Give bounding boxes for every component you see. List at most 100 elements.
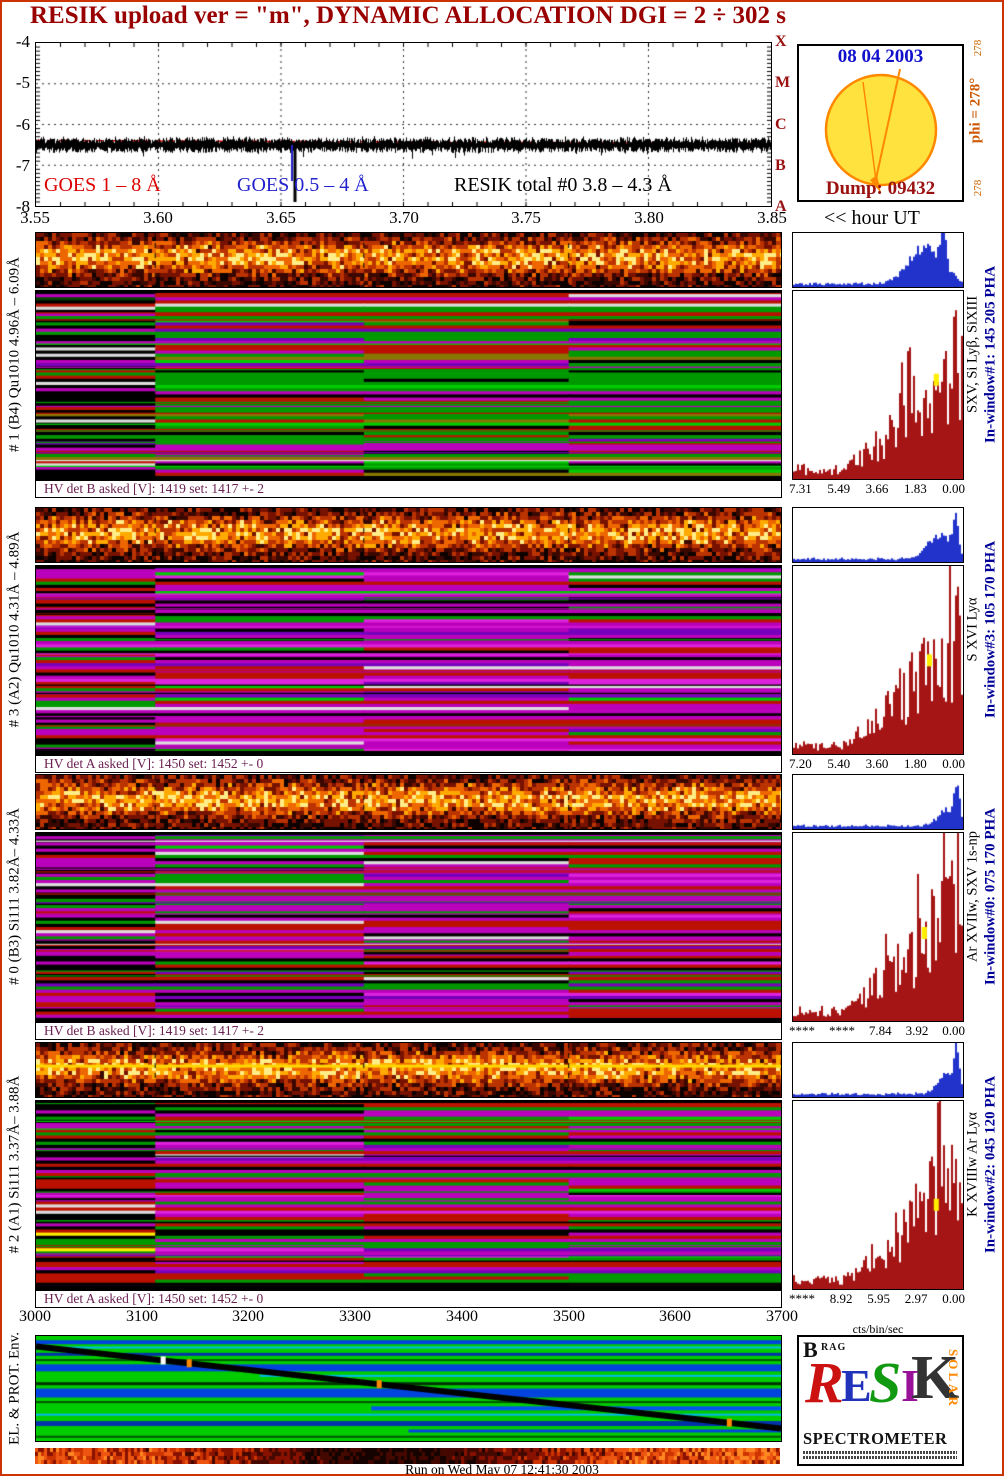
logo-letter-k: K [911,1344,960,1412]
channel-axis-tick: 3600 [659,1308,691,1325]
goes-x-tick: 3.60 [143,208,173,227]
legend-resik-total: RESIK total #0 3.8 – 4.3 Å [454,174,672,196]
spectrogram-strip-canvas [35,1042,782,1098]
goes-y-tick: -5 [15,73,30,92]
page-title: RESIK upload ver = "m", DYNAMIC ALLOCATI… [30,2,786,29]
in-window-label: In-window#3: 105 170 PHA [982,540,999,719]
panel-hv-status: HV det B asked [V]: 1419 set: 1417 +- 2 [35,480,782,498]
scale-value: 5.95 [867,1291,890,1306]
dump-label: Dump: 09432 [825,178,936,199]
panel-scale-row: 7.31 5.49 3.66 1.83 0.00 [789,481,965,497]
channel-axis-tick: 3200 [232,1308,264,1325]
panel-left-label: # 0 (B3) Si111 3.82Å– 4.33Å [6,808,23,985]
panel-scale-row: **** 8.92 5.95 2.97 0.00 [789,1291,965,1307]
goes-x-tick: 3.70 [389,208,419,227]
panel-scale-row: 7.20 5.40 3.60 1.80 0.00 [789,756,965,772]
env-label: EL. & PROT. Env. [6,1332,23,1445]
spectrogram-heatmap-canvas [35,832,782,1022]
channel-axis-tick: 3000 [19,1308,51,1325]
goes-class-letter: A [775,198,787,215]
goes-x-tick: 3.75 [511,208,541,227]
goes-x-tick: 3.65 [266,208,296,227]
pha-red-histogram-canvas [792,565,964,755]
scale-value: 1.80 [903,756,927,771]
scale-value: 3.66 [865,481,889,496]
in-window-label: In-window#1: 145 205 PHA [982,265,999,444]
goes-class-letter: M [775,74,791,91]
spectrogram-strip-canvas [35,507,782,563]
scale-value: 0.00 [942,481,965,496]
resik-logo-box: B RAG R E S I K SOLAR SPECTROMETER [797,1335,964,1466]
bottom-noise-strip-canvas [35,1448,780,1464]
goes-class-letter: C [775,116,787,133]
pha-red-histogram-canvas [792,290,964,480]
goes-x-tick: 3.85 [757,208,787,227]
logo-letter-i: I [901,1360,919,1411]
goes-x-tick: 3.55 [20,208,50,227]
goes-y-tick: -7 [15,156,30,175]
channel-axis-tick: 3700 [766,1308,798,1325]
roll-angle-top: 278 [972,39,984,57]
channel-axis-tick: 3100 [126,1308,158,1325]
pha-red-histogram-canvas [792,832,964,1022]
roll-angle-bottom: 278 [972,179,984,197]
line-id-label: S XVI Lyα [964,597,981,662]
legend-goes-1-8: GOES 1 – 8 Å [44,174,161,196]
scale-value: 3.92 [905,1023,929,1038]
sun-disk [824,68,938,193]
cts-units-label: cts/bin/sec [852,1322,904,1336]
scale-value: 5.40 [827,756,851,771]
channel-axis-tick: 3400 [446,1308,478,1325]
scale-value: 7.84 [868,1023,892,1038]
spectrogram-heatmap-canvas [35,290,782,480]
pha-red-histogram-canvas [792,1100,964,1290]
goes-class-letter: X [775,33,787,50]
scale-value: 1.83 [903,481,927,496]
phi-angle-label: phi = 278° [967,77,984,144]
pha-blue-histogram-canvas [792,232,964,288]
goes-y-tick: -8 [15,197,30,216]
logo-letter-r: R [805,1350,844,1415]
panel-hv-status: HV det A asked [V]: 1450 set: 1452 +- 0 [35,755,782,773]
logo-spectrometer: SPECTROMETER [803,1429,948,1448]
scale-value: 8.92 [829,1291,853,1306]
spectrogram-heatmap-canvas [35,565,782,755]
spectrogram-strip-canvas [35,774,782,830]
footer-runtime: Run on Wed May 07 12:41:30 2003 [405,1462,599,1476]
line-id-label: SXV, Si Lyβ, SiXIII [964,295,981,414]
legend-goes-05-4: GOES 0.5 – 4 Å [237,174,369,196]
scale-value: 5.49 [827,481,851,496]
channel-axis-tick: 3300 [339,1308,371,1325]
scale-value: 7.20 [789,756,812,771]
scale-value: 7.31 [789,481,812,496]
line-id-label: K XVIIIw Ar Lyα [964,1112,981,1217]
logo-b: B [803,1337,818,1362]
goes-x-tick: 3.80 [634,208,664,227]
env-panel-canvas [35,1335,782,1442]
goes-class-letter: B [775,157,786,174]
scale-value: **** [789,1291,815,1306]
goes-y-tick: -6 [15,115,30,134]
scale-value: **** [789,1023,815,1038]
channel-axis-tick: 3500 [553,1308,585,1325]
logo-rag: RAG [821,1342,847,1353]
spectrogram-heatmap-canvas [35,1100,782,1290]
scale-value: 0.00 [942,1291,965,1306]
scale-value: 0.00 [942,1023,965,1038]
panel-scale-row: **** **** 7.84 3.92 0.00 [789,1023,965,1039]
panel-hv-status: HV det A asked [V]: 1450 set: 1452 +- 0 [35,1290,782,1308]
spectrogram-strip-canvas [35,232,782,288]
logo-fineprint-line [803,1456,957,1459]
panel-left-label: # 2 (A1) Si111 3.37Å– 3.88Å [6,1075,23,1254]
scale-value: 3.60 [865,756,889,771]
in-window-label: In-window#0: 075 170 PHA [982,807,999,986]
line-id-label: Ar XVIIw, SXV 1s-np [964,831,981,962]
in-window-label: In-window#2: 045 120 PHA [982,1075,999,1254]
logo-fineprint-line [803,1451,957,1454]
pha-blue-histogram-canvas [792,507,964,563]
logo-letter-e: E [841,1360,872,1411]
panel-left-label: # 3 (A2) Qu1010 4.31Å – 4.89Å [6,531,23,728]
goes-y-tick: -4 [15,32,30,51]
scale-value: 2.97 [904,1291,928,1306]
pha-blue-histogram-canvas [792,1042,964,1098]
